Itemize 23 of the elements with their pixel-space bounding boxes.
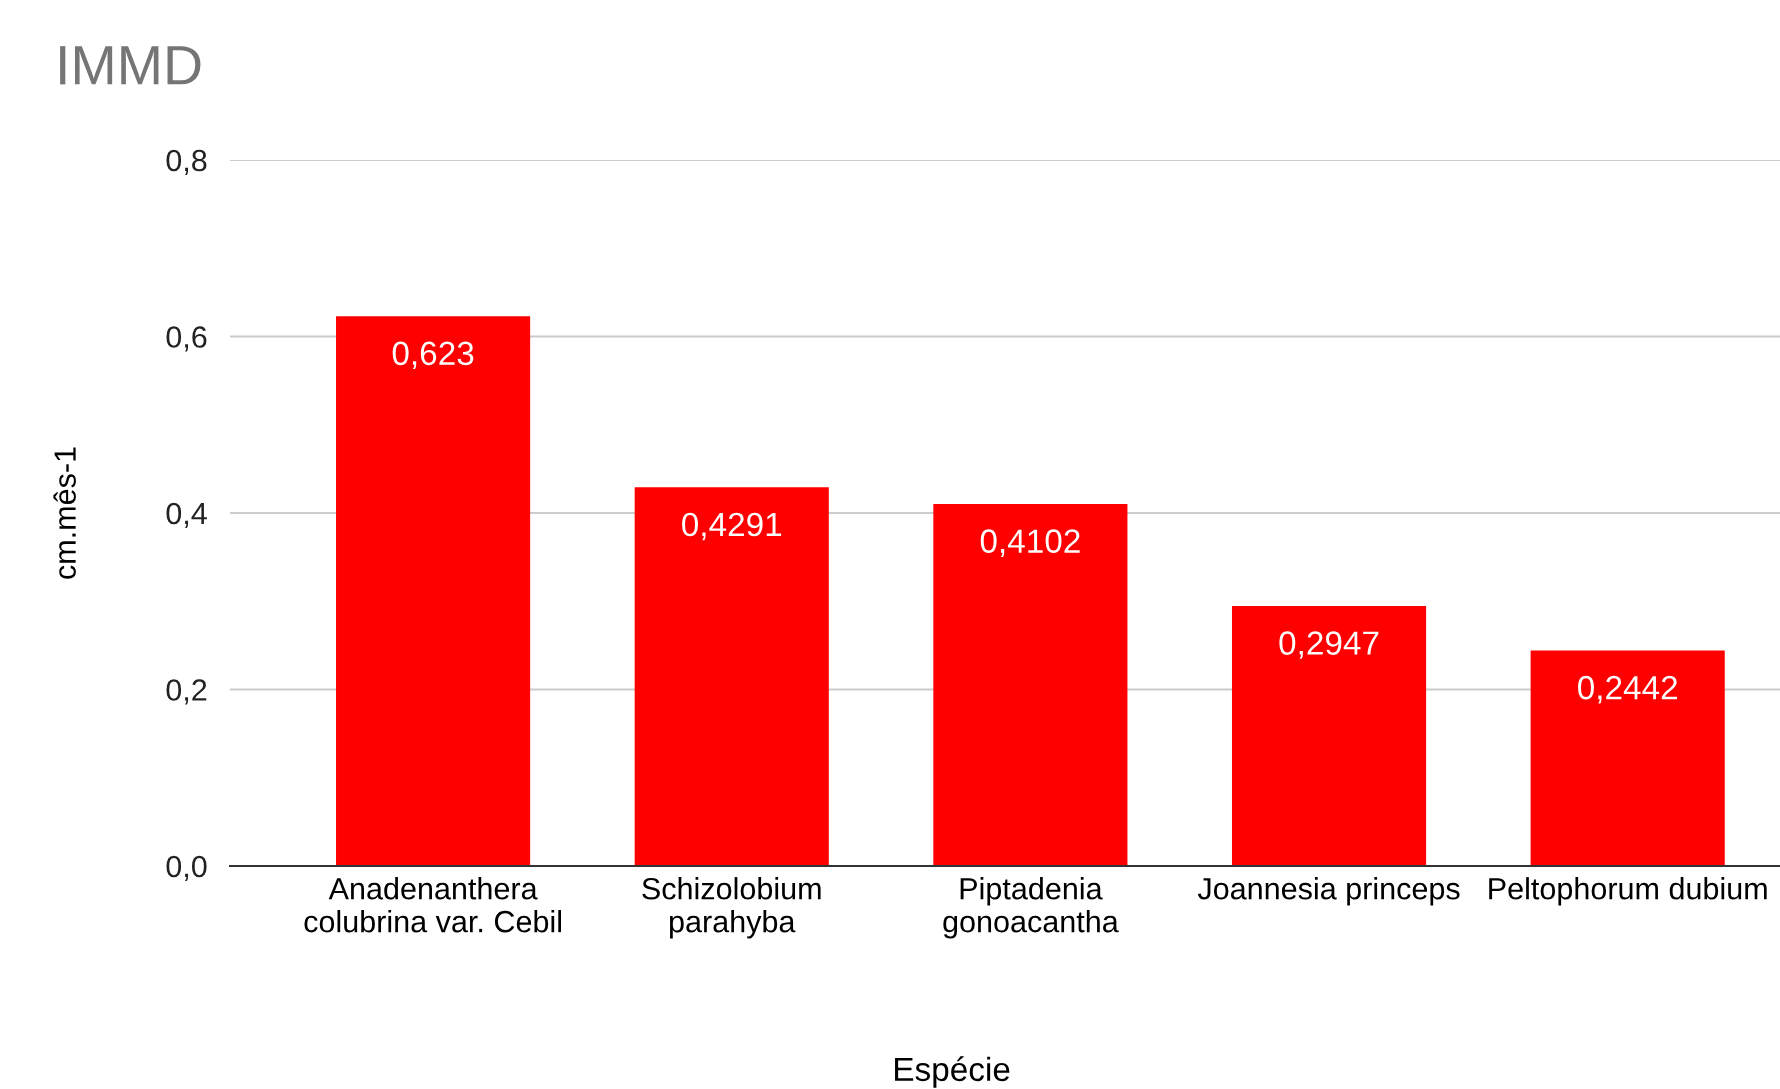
x-tick-label: Peltophorum dubium xyxy=(1489,877,1767,906)
y-tick-label: 0,6 xyxy=(166,326,207,352)
data-label: 0,2442 xyxy=(1578,675,1677,704)
x-tick-label: Piptadenia gonoacantha xyxy=(943,877,1119,939)
x-tick-label: Joannesia princeps xyxy=(1197,877,1460,906)
x-axis-title: Espécie xyxy=(895,1056,1010,1088)
data-label: 0,2947 xyxy=(1279,631,1379,659)
data-label: 0,623 xyxy=(392,341,474,370)
chart-title: IMMD xyxy=(60,46,201,85)
x-tick-label: Schizolobium parahyba xyxy=(642,877,821,939)
bar xyxy=(634,487,829,866)
y-tick-label: 0,0 xyxy=(166,855,207,881)
data-label: 0,4102 xyxy=(980,529,1080,557)
x-tick-label: Anadenanthera colubrina var. Cebil xyxy=(304,877,561,933)
y-axis-title: cm.mês-1 xyxy=(53,447,76,579)
data-label: 0,4291 xyxy=(682,512,782,541)
bar xyxy=(933,504,1128,866)
y-tick-label: 0,4 xyxy=(166,502,207,528)
bar xyxy=(1530,650,1725,866)
y-tick-label: 0,2 xyxy=(166,679,207,705)
bar xyxy=(336,316,531,866)
y-tick-label: 0,8 xyxy=(166,149,207,175)
bar xyxy=(1231,605,1427,866)
